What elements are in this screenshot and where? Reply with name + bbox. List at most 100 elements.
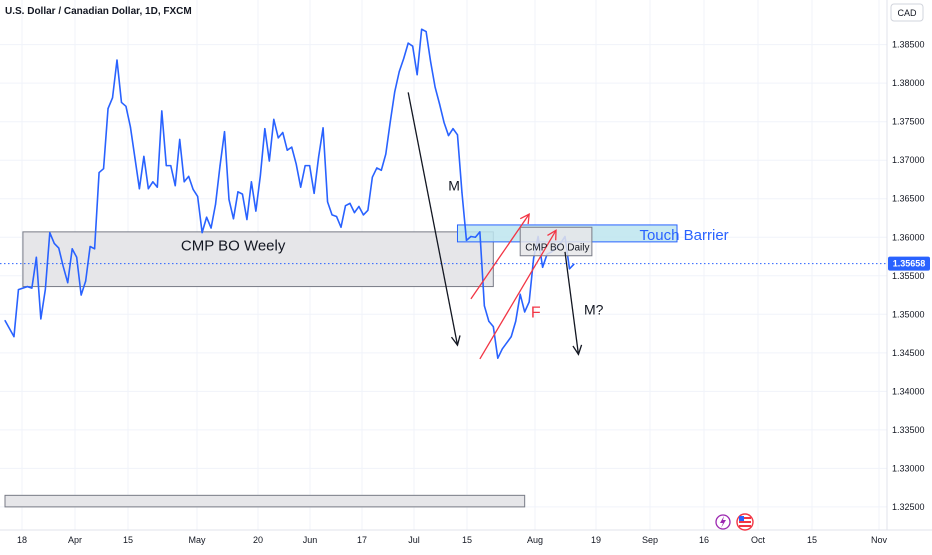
time-tick-label: 18 (17, 535, 27, 545)
time-tick-label: Sep (642, 535, 658, 545)
price-point (89, 245, 91, 248)
price-point (358, 205, 360, 208)
price-point (237, 191, 239, 193)
current-price-label: 1.35658 (893, 259, 926, 269)
price-point (259, 175, 261, 177)
price-point (573, 263, 575, 265)
channel-lower-line[interactable] (479, 229, 557, 360)
price-tick-label: 1.37500 (892, 117, 925, 127)
price-point (421, 28, 423, 30)
weekly-breakout-zone[interactable] (22, 231, 494, 288)
arrow-m2-line[interactable] (564, 251, 580, 355)
price-axis[interactable]: CAD 1.385001.380001.375001.370001.365001… (886, 0, 930, 530)
channel-upper-line[interactable] (470, 213, 530, 300)
price-point (353, 212, 356, 214)
price-point (349, 202, 351, 204)
price-point (210, 227, 212, 229)
price-point (291, 146, 293, 148)
price-point (147, 188, 149, 190)
price-point (318, 156, 320, 158)
price-point (98, 171, 100, 174)
price-point (438, 103, 441, 105)
price-point (134, 157, 136, 159)
price-point (246, 218, 248, 221)
price-point (49, 232, 51, 234)
price-tick-label: 1.34500 (892, 348, 925, 358)
price-tick-label: 1.32500 (892, 502, 925, 512)
price-point (40, 318, 42, 320)
price-point (179, 138, 181, 141)
lightning-icon[interactable] (715, 514, 731, 530)
price-point (510, 336, 512, 338)
price-point (568, 268, 571, 270)
current-price-badge (888, 256, 930, 271)
price-point (26, 285, 28, 288)
price-point (542, 266, 544, 268)
arrow-m-label: M (448, 177, 460, 193)
currency-badge-label: CAD (897, 8, 917, 18)
price-series-line (4, 28, 575, 360)
price-point (255, 210, 257, 212)
time-tick-label: Aug (527, 535, 543, 545)
price-point (174, 185, 176, 187)
price-point (380, 169, 382, 171)
price-point (465, 239, 468, 241)
price-point (434, 86, 436, 88)
price-tick-label: 1.37000 (892, 155, 925, 165)
price-point (403, 57, 405, 60)
price-point (416, 74, 418, 76)
time-tick-label: Jul (408, 535, 420, 545)
price-point (76, 256, 78, 258)
price-point (183, 181, 185, 183)
price-point (188, 175, 190, 177)
price-point (519, 293, 521, 295)
us-flag-icon[interactable] (736, 513, 754, 531)
price-point (286, 149, 288, 151)
projection-arrows (407, 92, 583, 356)
price-point (250, 181, 252, 183)
zones (4, 224, 678, 508)
price-point (116, 59, 118, 61)
price-point (4, 319, 6, 322)
time-axis-ticks: 18 Apr 15 May 20 Jun 17 Jul 15 Aug 19 Sep 16 Oct 15 Nov (17, 535, 888, 545)
price-point (282, 131, 284, 134)
price-axis-ticks: 1.38500 1.38000 1.37500 1.37000 1.36500 1.360… (892, 40, 925, 512)
price-point (501, 348, 503, 350)
price-point (362, 214, 364, 216)
price-point (340, 226, 342, 228)
price-point (35, 256, 37, 258)
price-point (58, 247, 60, 249)
time-axis[interactable]: 18 Apr 15 May 20 Jun 17 Jul 15 Aug 19 Sep 16 Oct 15 Nov (0, 529, 932, 545)
symbol-title[interactable]: U.S. Dollar / Canadian Dollar, 1D, FXCM (5, 6, 192, 17)
price-point (335, 215, 338, 218)
time-tick-label: 19 (591, 535, 601, 545)
currency-badge[interactable] (890, 3, 924, 22)
price-point (223, 131, 226, 133)
price-point (120, 101, 123, 104)
price-point (71, 248, 73, 250)
time-tick-label: Oct (751, 535, 766, 545)
price-point (300, 186, 302, 188)
price-point (483, 305, 485, 307)
arrow-m2-label: M? (584, 301, 604, 317)
time-tick-label: Nov (871, 535, 888, 545)
price-point (309, 165, 311, 167)
lower-support-zone[interactable] (4, 494, 526, 508)
price-point (528, 301, 530, 303)
arrow-m-line[interactable] (407, 92, 459, 346)
channel-arrowhead (519, 213, 530, 225)
time-tick-label: Jun (303, 535, 318, 545)
price-point (389, 121, 391, 123)
price-point (228, 198, 230, 201)
arrow-m2-head (572, 344, 583, 356)
price-point (474, 236, 476, 238)
price-point (44, 289, 46, 291)
price-point (376, 167, 378, 169)
price-point (197, 195, 199, 198)
price-point (524, 311, 526, 313)
price-point (371, 176, 373, 178)
price-point (143, 155, 145, 157)
price-point (488, 320, 490, 322)
